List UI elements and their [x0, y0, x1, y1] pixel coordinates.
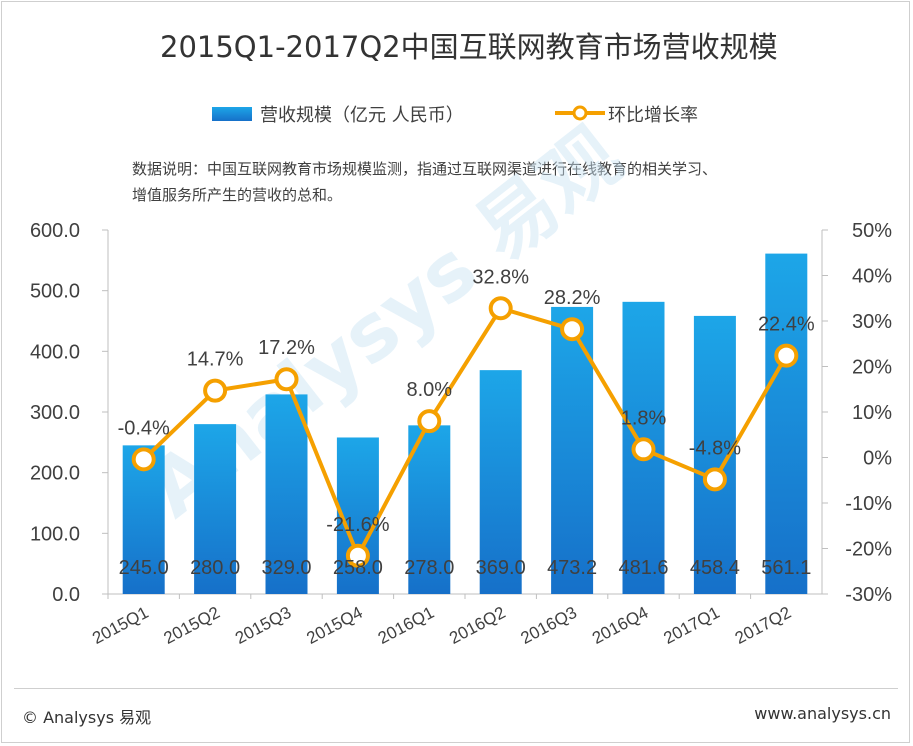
bar [479, 370, 522, 594]
data-labels: 245.0 280.0 329.0 258.0 278.0 369.0 473.2 481.6… [118, 266, 815, 579]
growth-point [702, 467, 727, 492]
growth-value-label: 8.0% [407, 379, 453, 401]
growth-value-label: 28.2% [544, 287, 601, 309]
growth-point [631, 437, 656, 462]
growth-point [417, 409, 442, 434]
footer-copyright: © Analysys 易观 [22, 708, 152, 727]
y-tick-label: 200.0 [30, 463, 80, 485]
growth-line [131, 296, 799, 568]
growth-point [274, 367, 299, 392]
growth-point [774, 343, 799, 368]
x-tick-label: 2015Q2 [161, 603, 223, 648]
x-tick-label: 2017Q2 [732, 603, 794, 648]
bar [265, 394, 308, 594]
bar-value-label: 278.0 [404, 557, 454, 579]
y-tick-label: 600.0 [30, 220, 80, 242]
footer-website[interactable]: www.analysys.cn [754, 704, 891, 723]
growth-value-label: -4.8% [689, 437, 741, 459]
y2-tick-label: 0% [863, 448, 892, 470]
growth-point [488, 296, 513, 321]
bar-value-label: 258.0 [333, 557, 383, 579]
y2-tick-label: -30% [845, 584, 892, 606]
growth-value-label: 14.7% [187, 349, 244, 371]
growth-point [131, 447, 156, 472]
y-tick-label: 400.0 [30, 341, 80, 363]
legend-bar-swatch [212, 107, 252, 121]
bars [122, 253, 808, 594]
growth-value-label: 17.2% [258, 337, 315, 359]
growth-value-label: 22.4% [758, 314, 815, 336]
legend-line-label: 环比增长率 [608, 105, 698, 126]
x-tick-label: 2016Q1 [375, 603, 437, 648]
growth-value-label: -0.4% [118, 417, 170, 439]
bar-value-label: 369.0 [476, 557, 526, 579]
data-note-line-1: 数据说明：中国互联网教育市场规模监测，指通过互联网渠道进行在线教育的相关学习、 [132, 160, 718, 178]
bar-value-label: 329.0 [261, 557, 311, 579]
y-tick-label: 100.0 [30, 523, 80, 545]
y-tick-label: 500.0 [30, 281, 80, 303]
bar-value-label: 280.0 [190, 557, 240, 579]
growth-line-path [142, 306, 789, 558]
data-note-line-2: 增值服务所产生的营收的总和。 [132, 186, 343, 204]
x-tick-label: 2015Q3 [232, 603, 294, 648]
x-tick-label: 2016Q3 [518, 603, 580, 648]
x-tick-label: 2016Q4 [589, 603, 651, 648]
bar-value-label: 561.1 [761, 557, 811, 579]
data-note: 数据说明：中国互联网教育市场规模监测，指通过互联网渠道进行在线教育的相关学习、 … [132, 156, 832, 208]
bar-value-label: 473.2 [547, 557, 597, 579]
y2-tick-label: 10% [852, 402, 892, 424]
y2-tick-label: 40% [852, 266, 892, 288]
growth-point [345, 543, 370, 568]
growth-value-label: 32.8% [472, 266, 529, 288]
bar [194, 424, 237, 594]
y2-tick-label: 50% [852, 220, 892, 242]
y-tick-label: 300.0 [30, 402, 80, 424]
x-tick-label: 2017Q1 [660, 603, 722, 648]
y2-tick-label: 30% [852, 311, 892, 333]
growth-point [203, 378, 228, 403]
y2-tick-label: -20% [845, 539, 892, 561]
bar-value-label: 458.4 [690, 557, 740, 579]
growth-value-label: -21.6% [326, 514, 390, 536]
bar-value-label: 481.6 [618, 557, 668, 579]
y2-tick-label: 20% [852, 357, 892, 379]
bar [551, 306, 594, 594]
bar [765, 253, 808, 594]
x-tick-label: 2016Q2 [446, 603, 508, 648]
chart-title: 2015Q1-2017Q2中国互联网教育市场营收规模 [160, 30, 778, 64]
x-tick-label: 2015Q4 [303, 603, 365, 648]
footer-divider [14, 688, 898, 689]
x-tick-label: 2015Q1 [89, 603, 151, 648]
bar [408, 425, 451, 594]
legend-line-swatch [555, 105, 605, 121]
legend: 营收规模（亿元 人民币） 环比增长率 [0, 100, 913, 130]
y-tick-label: 0.0 [52, 584, 80, 606]
growth-point [560, 317, 585, 342]
growth-value-label: 1.8% [621, 407, 667, 429]
bar [336, 437, 379, 594]
y2-tick-label: -10% [845, 493, 892, 515]
legend-bar-label: 营收规模（亿元 人民币） [260, 105, 464, 126]
bar-value-label: 245.0 [119, 557, 169, 579]
